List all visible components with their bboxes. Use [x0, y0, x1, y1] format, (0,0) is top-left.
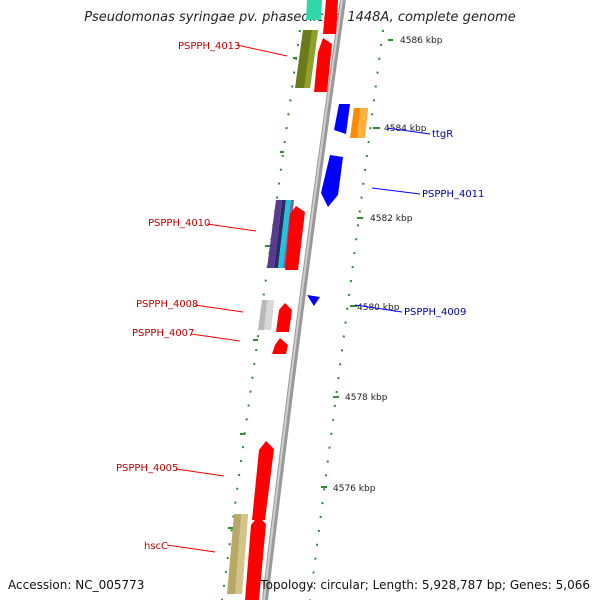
gene-label: PSPPH_4005	[116, 463, 178, 474]
gene-4010-cyan	[278, 200, 291, 268]
gene-label: PSPPH_4007	[132, 328, 194, 339]
gene-4013-red	[314, 38, 332, 92]
gene-4013-olive-shade	[304, 30, 318, 88]
outer-ring-ticks	[228, 57, 297, 529]
gene-top-teal	[306, 0, 322, 20]
gene-4008-red	[276, 303, 292, 332]
map-title: Pseudomonas syringae pv. phaseolicola 14…	[84, 10, 516, 25]
gene-4008-grey-shade	[264, 300, 274, 330]
reverse-labels: ttgR PSPPH_4011 PSPPH_4009	[354, 127, 484, 318]
gene-label: hscC	[144, 541, 168, 552]
gene-4010-red	[285, 206, 305, 270]
gene-label: PSPPH_4013	[178, 41, 240, 52]
kbp-label: 4576 kbp	[333, 484, 376, 494]
gene-label: ttgR	[432, 129, 453, 140]
gene-4009-blue	[307, 295, 320, 306]
genome-summary-text: Topology: circular; Length: 5,928,787 bp…	[260, 578, 590, 592]
genome-backbone-highlight	[263, 0, 343, 600]
kbp-label: 4582 kbp	[370, 214, 413, 224]
gene-4010-purple	[267, 200, 282, 268]
gene-4007-red	[272, 338, 288, 354]
gene-label: PSPPH_4011	[422, 189, 484, 200]
gene-hscC-tan-shade	[235, 514, 248, 594]
kbp-label: 4586 kbp	[400, 36, 443, 46]
accession-text: Accession: NC_005773	[8, 578, 145, 592]
gene-orange-shade	[357, 108, 368, 138]
gene-ttgR-blue	[334, 104, 350, 134]
gene-top-red	[323, 0, 338, 34]
genome-backbone	[262, 0, 346, 600]
gene-4010-navy	[274, 200, 286, 268]
forward-labels: PSPPH_4013 PSPPH_4010 PSPPH_4008 PSPPH_4…	[116, 41, 288, 553]
gene-label: PSPPH_4010	[148, 218, 210, 229]
gene-4011-blue	[321, 155, 343, 207]
gene-label: PSPPH_4008	[136, 299, 198, 310]
gene-label: PSPPH_4009	[404, 307, 466, 318]
kbp-label: 4578 kbp	[345, 393, 388, 403]
kbp-label: 4584 kbp	[384, 124, 427, 134]
gene-4005-red	[252, 441, 274, 520]
gene-hscC-red	[245, 516, 266, 600]
